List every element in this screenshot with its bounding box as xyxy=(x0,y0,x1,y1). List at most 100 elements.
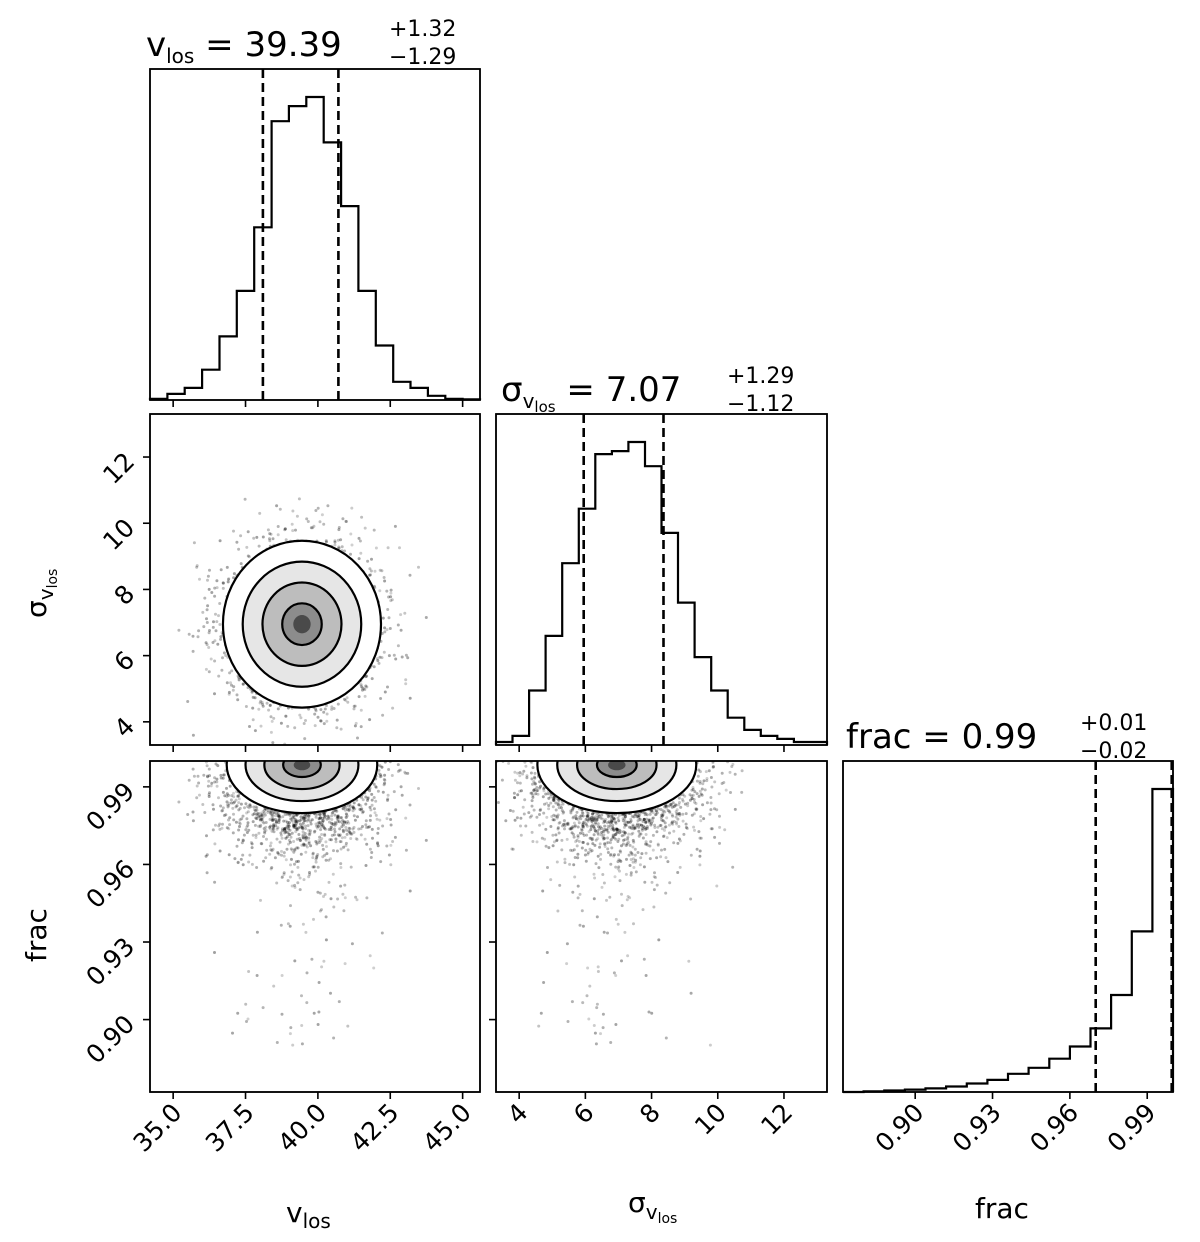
scatter-point xyxy=(213,951,216,954)
scatter-point xyxy=(272,984,276,988)
scatter-point xyxy=(394,808,398,812)
scatter-point xyxy=(268,827,272,831)
scatter-point xyxy=(295,514,299,518)
scatter-point xyxy=(353,807,357,811)
scatter-point xyxy=(320,823,324,827)
scatter-point xyxy=(297,873,301,877)
scatter-point xyxy=(390,598,394,602)
scatter-point xyxy=(280,849,283,853)
scatter-point xyxy=(328,820,331,824)
scatter-point xyxy=(213,594,217,598)
scatter-point xyxy=(337,526,341,529)
scatter-point xyxy=(197,781,201,785)
scatter-point xyxy=(324,858,328,862)
scatter-point xyxy=(318,816,322,819)
scatter-point xyxy=(364,802,368,806)
scatter-point xyxy=(227,827,231,831)
scatter-point xyxy=(363,526,367,530)
scatter-point xyxy=(368,805,372,809)
scatter-point xyxy=(324,938,328,942)
scatter-point xyxy=(202,773,206,777)
scatter-point xyxy=(283,528,287,532)
scatter-point xyxy=(264,825,268,829)
scatter-point xyxy=(281,875,284,879)
scatter-point xyxy=(232,572,236,576)
scatter-point xyxy=(227,818,230,822)
scatter-point xyxy=(335,849,339,853)
scatter-point xyxy=(243,497,247,501)
scatter-point xyxy=(269,715,273,719)
scatter-point xyxy=(365,842,369,846)
scatter-point xyxy=(265,701,269,705)
scatter-point xyxy=(204,854,208,858)
scatter-point xyxy=(390,774,394,777)
scatter-point xyxy=(389,599,393,603)
scatter-point xyxy=(295,828,299,832)
scatter-point xyxy=(246,1017,250,1021)
scatter-point xyxy=(281,829,285,833)
scatter-point xyxy=(283,828,286,832)
scatter-point xyxy=(337,1000,341,1004)
scatter-point xyxy=(211,641,215,644)
scatter-point xyxy=(223,794,227,798)
scatter-point xyxy=(231,831,235,835)
scatter-point xyxy=(259,724,263,728)
scatter-point xyxy=(284,829,288,833)
scatter-point xyxy=(261,1006,265,1010)
scatter-point xyxy=(319,708,323,712)
scatter-point xyxy=(275,827,279,831)
scatter-point xyxy=(287,824,291,828)
scatter-point xyxy=(299,825,303,829)
scatter-point xyxy=(262,859,266,863)
scatter-point xyxy=(365,896,369,900)
scatter-point xyxy=(231,806,235,810)
scatter-point xyxy=(344,828,348,832)
scatter-point xyxy=(318,835,322,839)
scatter-point xyxy=(315,854,319,858)
scatter-point xyxy=(286,879,290,883)
scatter-point xyxy=(385,628,389,632)
scatter-point xyxy=(248,803,252,807)
scatter-point xyxy=(339,727,343,731)
scatter-point xyxy=(272,822,276,826)
scatter-point xyxy=(232,685,236,689)
scatter-point xyxy=(373,811,377,815)
scatter-point xyxy=(400,655,404,659)
scatter-point xyxy=(363,694,367,698)
scatter-point xyxy=(221,809,225,812)
scatter-point xyxy=(392,653,396,657)
scatter-point xyxy=(270,719,274,723)
scatter-point xyxy=(259,811,262,815)
scatter-point xyxy=(263,831,267,835)
scatter-point xyxy=(258,818,262,822)
scatter-point xyxy=(290,870,294,874)
scatter-point xyxy=(327,858,331,862)
scatter-point xyxy=(239,534,243,538)
scatter-point xyxy=(289,835,293,839)
scatter-point xyxy=(289,904,292,908)
scatter-point xyxy=(341,819,345,823)
scatter-point xyxy=(247,555,251,559)
scatter-point xyxy=(271,847,275,851)
scatter-point xyxy=(308,873,312,876)
scatter-point xyxy=(255,817,259,821)
scatter-point xyxy=(296,865,300,869)
scatter-point xyxy=(244,705,248,708)
scatter-point xyxy=(227,793,230,797)
scatter-point xyxy=(361,748,364,751)
scatter-point xyxy=(299,815,303,819)
scatter-point xyxy=(261,815,265,819)
scatter-point xyxy=(206,574,210,578)
scatter-point xyxy=(213,776,217,780)
scatter-point xyxy=(292,816,296,819)
scatter-point xyxy=(250,842,254,846)
scatter-point xyxy=(343,697,346,701)
scatter-point xyxy=(293,726,297,730)
scatter-point xyxy=(207,795,211,798)
scatter-point xyxy=(319,839,323,843)
scatter-point xyxy=(292,826,296,830)
scatter-point xyxy=(241,863,245,867)
scatter-point xyxy=(333,823,337,827)
scatter-point xyxy=(270,813,274,817)
scatter-point xyxy=(280,876,284,879)
